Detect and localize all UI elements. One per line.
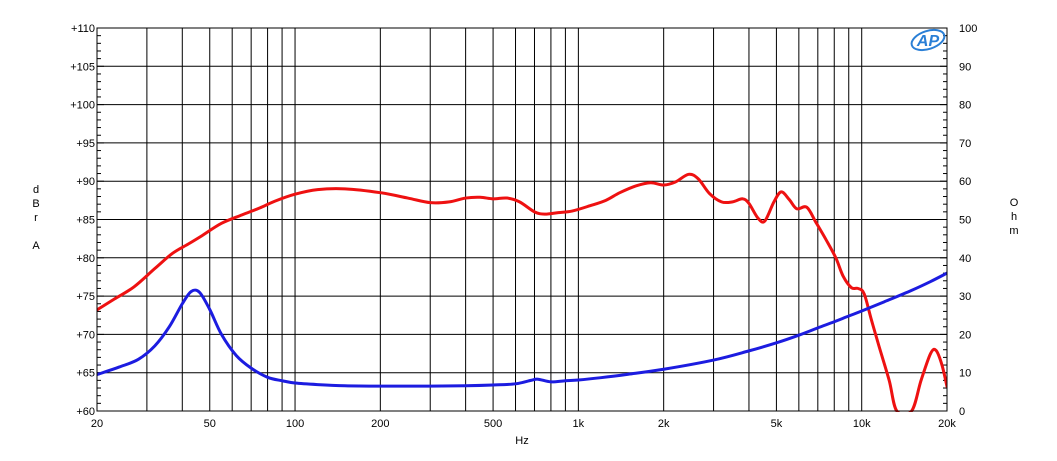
plot-frame (96, 27, 948, 412)
left-tick-label: +95 (76, 138, 95, 150)
right-tick-label: 70 (959, 138, 971, 150)
x-tick-label: 1k (573, 418, 585, 430)
logo-text: AP (916, 33, 940, 50)
x-tick-label: 5k (771, 418, 783, 430)
x-tick-label: 20k (938, 418, 956, 430)
left-tick-label: +90 (76, 176, 95, 188)
series-line-1 (97, 172, 947, 412)
x-tick-label: 10k (853, 418, 871, 430)
left-tick-label: +70 (76, 329, 95, 341)
left-tick-label: +85 (76, 215, 95, 227)
left-tick-label: +75 (76, 291, 95, 303)
left-axis-title: dBr A (32, 184, 40, 252)
left-axis-title-char: d (33, 184, 39, 196)
x-axis-title: Hz (515, 435, 528, 447)
left-axis-title-char: A (32, 240, 40, 252)
left-tick-label: +110 (71, 23, 95, 35)
right-tick-label: 20 (959, 329, 971, 341)
right-axis-title-char: O (1010, 197, 1019, 209)
series-layer (97, 172, 947, 412)
left-tick-label: +80 (76, 253, 95, 265)
right-tick-label: 100 (959, 23, 977, 35)
x-tick-label: 20 (91, 418, 103, 430)
series-line-2 (97, 271, 947, 388)
right-tick-label: 40 (959, 253, 971, 265)
right-axis-title-char: h (1011, 211, 1017, 223)
right-tick-label: 90 (959, 61, 971, 73)
x-tick-label: 500 (484, 418, 502, 430)
left-axis-title-char: r (34, 212, 38, 224)
right-axis-title-char: m (1009, 225, 1018, 237)
x-tick-label: 200 (371, 418, 389, 430)
right-axis-title: Ohm (1009, 197, 1018, 237)
left-tick-label: +60 (76, 406, 95, 418)
left-tick-label: +100 (70, 100, 95, 112)
right-axis-tick-labels: 0 10 20 30 40 50 60 70 80 90 100 (959, 23, 977, 418)
left-axis-tick-labels: +60 +65 +70 +75 +80 +85 +90 +95 +100 +105 +110 (70, 23, 95, 418)
right-tick-label: 60 (959, 176, 971, 188)
x-axis-tick-labels: 20 50 100 200 500 1k 2k 5k 10k 20k (91, 418, 956, 430)
right-tick-label: 50 (959, 215, 971, 227)
x-tick-label: 100 (286, 418, 304, 430)
right-tick-label: 80 (959, 100, 971, 112)
left-axis-title-char: B (32, 198, 39, 210)
right-tick-label: 10 (959, 368, 971, 380)
right-tick-label: 30 (959, 291, 971, 303)
x-tick-label: 2k (658, 418, 670, 430)
left-tick-label: +105 (70, 61, 95, 73)
right-tick-label: 0 (959, 406, 965, 418)
logo-swoosh (910, 28, 946, 52)
ap-logo: AP (910, 28, 946, 52)
left-tick-label: +65 (76, 368, 95, 380)
x-tick-label: 50 (204, 418, 216, 430)
